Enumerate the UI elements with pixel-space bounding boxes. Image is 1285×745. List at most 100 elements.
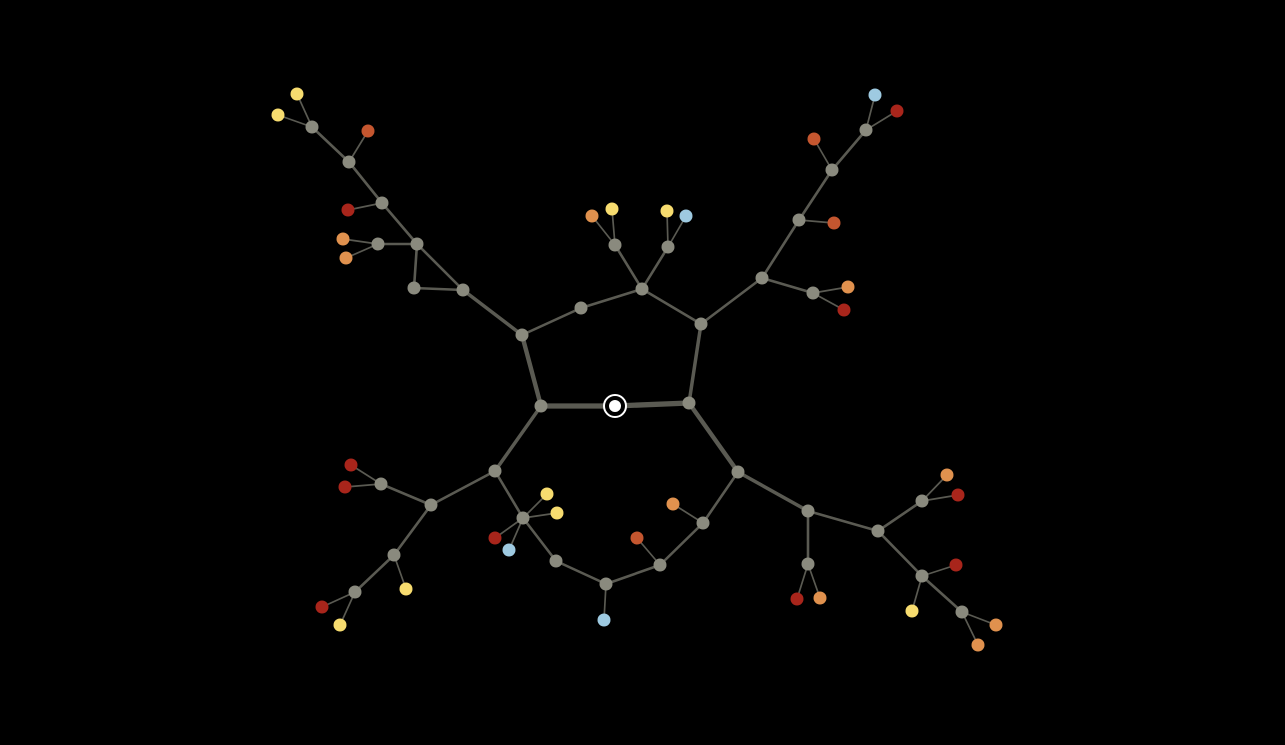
inner-node-b1[interactable] — [488, 464, 502, 478]
inner-node-t1[interactable] — [608, 238, 622, 252]
inner-node-c4[interactable] — [694, 317, 708, 331]
yellow-leaf-node-ey1[interactable] — [905, 604, 919, 618]
inner-node-c5[interactable] — [682, 396, 696, 410]
blue-leaf-node-tb1[interactable] — [679, 209, 693, 223]
edge-e2-e4 — [806, 509, 880, 533]
inner-node-r1[interactable] — [755, 271, 769, 285]
inner-node-l4[interactable] — [371, 237, 385, 251]
edge-l2-l3 — [412, 242, 419, 290]
yellow-leaf-node-ty1[interactable] — [605, 202, 619, 216]
root-node[interactable] — [603, 394, 627, 418]
inner-node-l1[interactable] — [456, 283, 470, 297]
inner-node-l5[interactable] — [375, 196, 389, 210]
inner-node-c6[interactable] — [534, 399, 548, 413]
edge-c3-c4 — [640, 287, 703, 326]
edge-b2-b3 — [521, 516, 558, 563]
blue-leaf-node-bb2[interactable] — [502, 543, 516, 557]
inner-node-l7[interactable] — [305, 120, 319, 134]
inner-node-b9[interactable] — [696, 516, 710, 530]
yellow-leaf-node-by1[interactable] — [540, 487, 554, 501]
yellow-leaf-node-ty2[interactable] — [660, 204, 674, 218]
edge-c6-c1 — [519, 332, 544, 409]
inner-node-l6[interactable] — [342, 155, 356, 169]
edge-r1-r2 — [760, 276, 815, 295]
orange-leaf-node-bo1[interactable] — [666, 497, 680, 511]
edge-e6-e7 — [920, 574, 964, 614]
red-leaf-node-br4[interactable] — [315, 600, 329, 614]
inner-node-e7[interactable] — [955, 605, 969, 619]
orange-leaf-node-ro1[interactable] — [841, 280, 855, 294]
inner-node-b5[interactable] — [653, 558, 667, 572]
red-leaf-node-er2[interactable] — [951, 488, 965, 502]
edge-c1-l1 — [461, 288, 524, 337]
blue-leaf-node-rb1[interactable] — [868, 88, 882, 102]
inner-node-b2[interactable] — [516, 511, 530, 525]
edge-c4-r1 — [699, 276, 764, 326]
red-leaf-node-rr1[interactable] — [837, 303, 851, 317]
nodes-layer — [271, 87, 1003, 652]
edge-c5-e1 — [686, 400, 741, 475]
orange-leaf-node-eo2[interactable] — [940, 468, 954, 482]
yellow-leaf-node-by4[interactable] — [333, 618, 347, 632]
edge-b4-b5 — [604, 563, 662, 586]
inner-node-c2[interactable] — [574, 301, 588, 315]
yellow-leaf-node-ly1[interactable] — [290, 87, 304, 101]
edge-r1-r3 — [760, 218, 801, 280]
edge-b6-b8 — [392, 503, 433, 557]
orange-leaf-node-lo1[interactable] — [336, 232, 350, 246]
inner-node-b6[interactable] — [424, 498, 438, 512]
inner-node-e3[interactable] — [801, 557, 815, 571]
inner-node-b4[interactable] — [599, 577, 613, 591]
edge-l3-l5 — [380, 201, 419, 246]
red-leaf-node-br3[interactable] — [338, 480, 352, 494]
inner-node-b3[interactable] — [549, 554, 563, 568]
rust-leaf-node-lrs1[interactable] — [361, 124, 375, 138]
orange-leaf-node-eo3[interactable] — [989, 618, 1003, 632]
rust-leaf-node-bro1[interactable] — [630, 531, 644, 545]
inner-node-l2[interactable] — [407, 281, 421, 295]
inner-node-e0[interactable] — [348, 585, 362, 599]
inner-node-c3[interactable] — [635, 282, 649, 296]
orange-leaf-node-eo4[interactable] — [971, 638, 985, 652]
edge-e1-e2 — [736, 470, 810, 513]
inner-node-c1[interactable] — [515, 328, 529, 342]
inner-node-e2[interactable] — [801, 504, 815, 518]
rust-leaf-node-rrs2[interactable] — [807, 132, 821, 146]
inner-node-e4[interactable] — [871, 524, 885, 538]
rust-leaf-node-rrs1[interactable] — [827, 216, 841, 230]
edge-l1-l3 — [415, 242, 465, 292]
red-leaf-node-er1[interactable] — [790, 592, 804, 606]
inner-node-t2[interactable] — [661, 240, 675, 254]
inner-node-e6[interactable] — [915, 569, 929, 583]
inner-node-r4[interactable] — [825, 163, 839, 177]
orange-leaf-node-eo1[interactable] — [813, 591, 827, 605]
orange-leaf-node-to1[interactable] — [585, 209, 599, 223]
orange-leaf-node-lo2[interactable] — [339, 251, 353, 265]
inner-node-r3[interactable] — [792, 213, 806, 227]
yellow-leaf-node-by3[interactable] — [399, 582, 413, 596]
inner-node-b7[interactable] — [374, 477, 388, 491]
red-leaf-node-lr1[interactable] — [341, 203, 355, 217]
edge-c6-b1 — [493, 404, 543, 473]
inner-node-r5[interactable] — [859, 123, 873, 137]
edge-l5-l6 — [347, 160, 384, 205]
edge-b6-b7 — [379, 482, 433, 507]
edge-center-c5 — [612, 400, 692, 409]
blue-leaf-node-bb1[interactable] — [597, 613, 611, 627]
red-leaf-node-er3[interactable] — [949, 558, 963, 572]
edge-c4-c5 — [687, 322, 703, 405]
yellow-leaf-node-ly2[interactable] — [271, 108, 285, 122]
inner-node-b8[interactable] — [387, 548, 401, 562]
edge-r4-r5 — [830, 128, 868, 172]
red-leaf-node-br1[interactable] — [488, 531, 502, 545]
yellow-leaf-node-by2[interactable] — [550, 506, 564, 520]
red-leaf-node-br2[interactable] — [344, 458, 358, 472]
inner-node-e1[interactable] — [731, 465, 745, 479]
inner-node-l3[interactable] — [410, 237, 424, 251]
inner-node-e5[interactable] — [915, 494, 929, 508]
edge-b5-b9 — [658, 521, 705, 567]
inner-node-r2[interactable] — [806, 286, 820, 300]
red-leaf-node-rr2[interactable] — [890, 104, 904, 118]
